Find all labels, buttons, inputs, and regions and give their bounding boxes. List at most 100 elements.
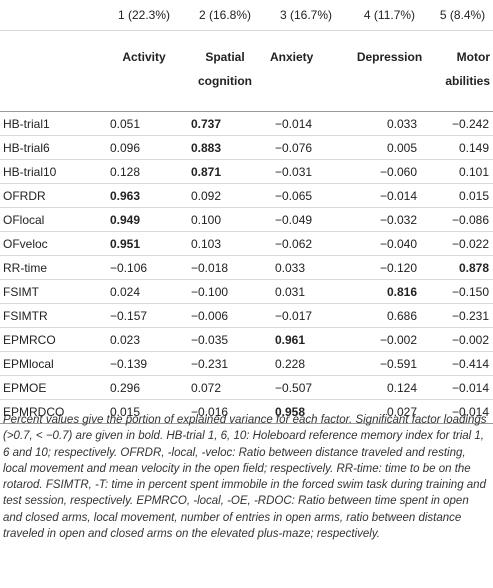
factor-name-line: Anxiety (270, 50, 314, 64)
row-label: HB-trial1 (0, 111, 103, 136)
factor-1-header: 1 (22.3%) (103, 0, 185, 31)
factor-name-line: Activity (122, 50, 166, 64)
loading-cell: −0.150 (432, 279, 493, 304)
loading-cell: −0.231 (185, 351, 265, 376)
table-row: RR-time −0.106 −0.018 0.033 −0.120 0.878 (0, 255, 493, 280)
factor-name-line: cognition (198, 74, 252, 88)
loading-cell: 0.005 (347, 135, 432, 160)
loading-cell: −0.076 (265, 135, 347, 160)
table-row: HB-trial10 0.128 0.871 −0.031 −0.060 0.101 (0, 159, 493, 184)
factor-percent-header-row: 1 (22.3%) 2 (16.8%) 3 (16.7%) 4 (11.7%) … (0, 0, 493, 31)
loading-cell: 0.015 (103, 399, 185, 424)
table-row: EPMRDCO 0.015 −0.016 0.958 0.027 −0.014 (0, 399, 493, 424)
factor-5-header: 5 (8.4%) (432, 0, 493, 31)
row-label: EPMRCO (0, 327, 103, 352)
row-label: OFlocal (0, 207, 103, 232)
factor-loadings-table: 1 (22.3%) 2 (16.8%) 3 (16.7%) 4 (11.7%) … (0, 0, 493, 424)
row-label: HB-trial6 (0, 135, 103, 160)
loading-cell: −0.106 (103, 255, 185, 280)
loading-cell: 0.101 (432, 159, 493, 184)
loading-cell: 0.737 (185, 111, 265, 136)
factor-name-motor-abilities: Motor abilities (432, 30, 493, 112)
table-row: HB-trial6 0.096 0.883 −0.076 0.005 0.149 (0, 135, 493, 160)
factor-name-spatial-cognition: Spatial cognition (185, 30, 265, 112)
row-label: HB-trial10 (0, 159, 103, 184)
loading-cell: 0.816 (347, 279, 432, 304)
loading-cell: −0.002 (432, 327, 493, 352)
loading-cell: −0.035 (185, 327, 265, 352)
loading-cell: 0.072 (185, 375, 265, 400)
row-label: OFRDR (0, 183, 103, 208)
table-row: EPMlocal −0.139 −0.231 0.228 −0.591 −0.414 (0, 351, 493, 376)
row-label: OFveloc (0, 231, 103, 256)
loading-cell: 0.103 (185, 231, 265, 256)
loading-cell: 0.961 (265, 327, 347, 352)
row-label: EPMRDCO (0, 399, 103, 424)
loading-cell: −0.231 (432, 303, 493, 328)
loading-cell: −0.242 (432, 111, 493, 136)
table-row: EPMOE 0.296 0.072 −0.507 0.124 −0.014 (0, 375, 493, 400)
loading-cell: 0.883 (185, 135, 265, 160)
loading-cell: 0.963 (103, 183, 185, 208)
table-row: OFveloc 0.951 0.103 −0.062 −0.040 −0.022 (0, 231, 493, 256)
loading-cell: 0.024 (103, 279, 185, 304)
loading-cell: −0.002 (347, 327, 432, 352)
loading-cell: −0.014 (265, 111, 347, 136)
loading-cell: 0.051 (103, 111, 185, 136)
loading-cell: 0.228 (265, 351, 347, 376)
factor-name-line: Spatial (205, 50, 245, 64)
row-label: EPMlocal (0, 351, 103, 376)
factor-name-header-row: Activity Spatial cognition Anxiety Depres… (0, 30, 493, 112)
row-label: RR-time (0, 255, 103, 280)
table-row: OFlocal 0.949 0.100 −0.049 −0.032 −0.086 (0, 207, 493, 232)
row-label: FSIMTR (0, 303, 103, 328)
loading-cell: −0.006 (185, 303, 265, 328)
loading-cell: −0.014 (432, 399, 493, 424)
loading-cell: 0.686 (347, 303, 432, 328)
factor-4-header: 4 (11.7%) (347, 0, 432, 31)
table-row: OFRDR 0.963 0.092 −0.065 −0.014 0.015 (0, 183, 493, 208)
loading-cell: −0.591 (347, 351, 432, 376)
factor-name-activity: Activity (103, 30, 185, 112)
loading-cell: −0.014 (432, 375, 493, 400)
factor-name-line: Depression (356, 50, 423, 64)
row-label: FSIMT (0, 279, 103, 304)
factor-name-depression: Depression (347, 30, 432, 112)
factor-name-line: Motor (456, 50, 490, 64)
loading-cell: 0.124 (347, 375, 432, 400)
loading-cell: −0.062 (265, 231, 347, 256)
loading-cell: 0.100 (185, 207, 265, 232)
loading-cell: −0.086 (432, 207, 493, 232)
loading-cell: −0.032 (347, 207, 432, 232)
loading-cell: −0.031 (265, 159, 347, 184)
loading-cell: 0.951 (103, 231, 185, 256)
table-row: EPMRCO 0.023 −0.035 0.961 −0.002 −0.002 (0, 327, 493, 352)
loading-cell: 0.027 (347, 399, 432, 424)
header-empty-cell (0, 30, 103, 112)
loading-cell: −0.507 (265, 375, 347, 400)
loading-cell: 0.296 (103, 375, 185, 400)
factor-name-anxiety: Anxiety (265, 30, 347, 112)
loading-cell: 0.033 (347, 111, 432, 136)
loading-cell: 0.149 (432, 135, 493, 160)
loading-cell: −0.157 (103, 303, 185, 328)
loading-cell: 0.092 (185, 183, 265, 208)
loading-cell: −0.014 (347, 183, 432, 208)
loading-cell: 0.031 (265, 279, 347, 304)
loading-cell: 0.128 (103, 159, 185, 184)
factor-3-header: 3 (16.7%) (265, 0, 347, 31)
loading-cell: −0.017 (265, 303, 347, 328)
loading-cell: −0.016 (185, 399, 265, 424)
loading-cell: 0.871 (185, 159, 265, 184)
table-row: FSIMT 0.024 −0.100 0.031 0.816 −0.150 (0, 279, 493, 304)
loading-cell: 0.949 (103, 207, 185, 232)
header-empty-cell (0, 0, 103, 31)
loading-cell: −0.022 (432, 231, 493, 256)
table-row: FSIMTR −0.157 −0.006 −0.017 0.686 −0.231 (0, 303, 493, 328)
loading-cell: −0.100 (185, 279, 265, 304)
loading-cell: −0.414 (432, 351, 493, 376)
loading-cell: −0.120 (347, 255, 432, 280)
row-label: EPMOE (0, 375, 103, 400)
table-footnote: Percent values give the portion of expla… (3, 414, 487, 541)
